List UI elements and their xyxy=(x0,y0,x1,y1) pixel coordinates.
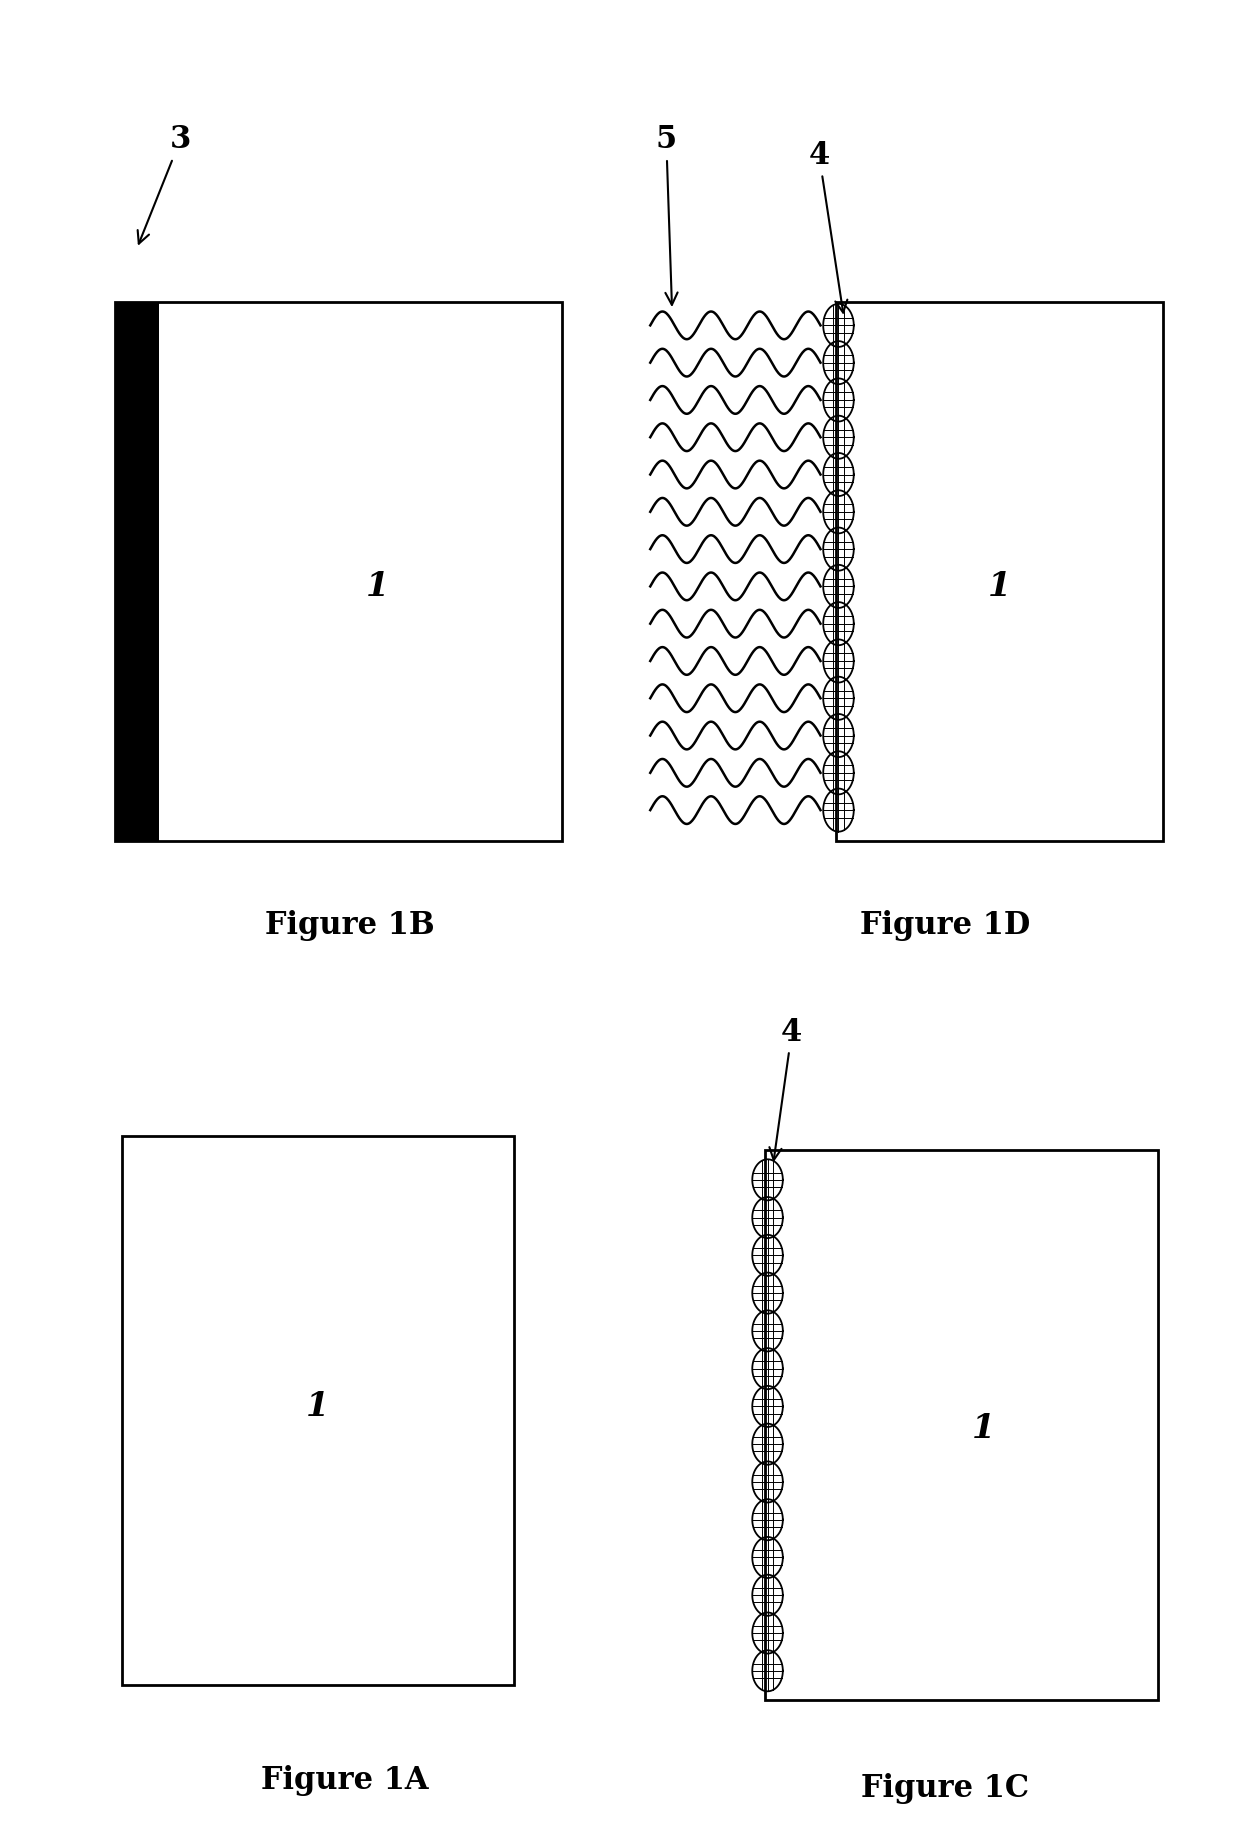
FancyBboxPatch shape xyxy=(836,302,1163,841)
Text: Figure 1A: Figure 1A xyxy=(260,1766,429,1795)
Text: 1: 1 xyxy=(306,1390,330,1423)
Text: 1: 1 xyxy=(366,570,388,603)
FancyBboxPatch shape xyxy=(115,302,159,841)
Text: Figure 1C: Figure 1C xyxy=(861,1773,1029,1803)
Text: 3: 3 xyxy=(138,125,191,244)
Text: 4: 4 xyxy=(808,139,847,313)
FancyBboxPatch shape xyxy=(122,1136,515,1685)
Text: Figure 1B: Figure 1B xyxy=(265,911,434,942)
Text: Figure 1D: Figure 1D xyxy=(859,911,1030,942)
Text: 1: 1 xyxy=(988,570,1011,603)
FancyBboxPatch shape xyxy=(765,1150,1158,1700)
Text: 4: 4 xyxy=(769,1017,802,1160)
Text: 5: 5 xyxy=(656,125,677,304)
FancyBboxPatch shape xyxy=(115,302,563,841)
Text: 1: 1 xyxy=(971,1412,994,1445)
